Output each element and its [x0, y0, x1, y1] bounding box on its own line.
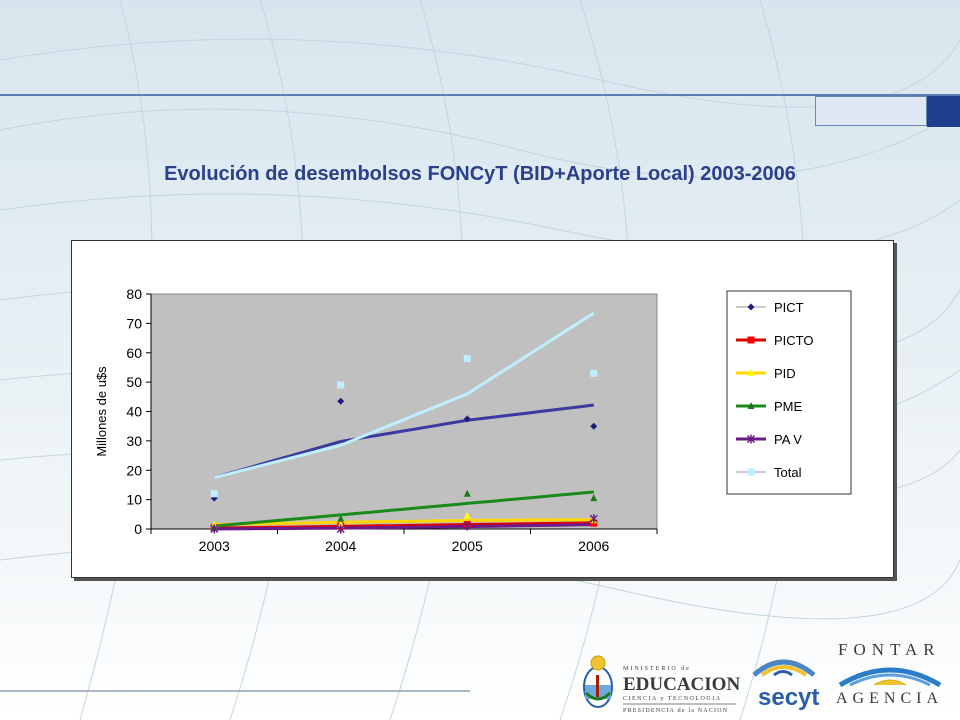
x-tick-label: 2003	[199, 538, 230, 554]
y-tick-label: 70	[126, 315, 142, 331]
header-rule	[0, 94, 960, 96]
x-tick-label: 2005	[452, 538, 483, 554]
secyt-text: secyt	[758, 684, 819, 711]
trendline-pict	[213, 403, 594, 480]
ministerio-top-text: MINISTERIO de	[623, 666, 691, 672]
legend-label-pict: PICT	[774, 300, 804, 315]
data-point-pa-v	[589, 514, 598, 524]
slide-title: Evolución de desembolsos FONCyT (BID+Apo…	[164, 163, 796, 185]
coat-of-arms-icon	[583, 655, 613, 708]
y-tick-label: 0	[134, 521, 142, 537]
data-point-pa-v	[336, 524, 345, 534]
data-point-pict	[590, 422, 598, 430]
legend-label-total: Total	[774, 465, 802, 480]
data-point-pid	[463, 511, 471, 519]
legend-marker-pa-v	[746, 434, 756, 444]
footer-logos: MINISTERIO de EDUCACION CIENCIA y TECNOL…	[583, 640, 943, 714]
fontar-text: FONTAR	[838, 640, 941, 659]
data-point-total	[210, 490, 218, 498]
data-point-pid	[337, 520, 345, 528]
y-tick-label: 80	[126, 286, 142, 302]
ministerio-bottom-text: PRESIDENCIA de la NACION	[623, 708, 728, 714]
legend-label-picto: PICTO	[774, 333, 814, 348]
legend-label-pa-v: PA V	[774, 432, 802, 447]
trendline-pme	[214, 490, 594, 528]
legend-marker-pid	[747, 369, 755, 376]
ministerio-main-text: EDUCACION	[623, 674, 740, 695]
trendline-pid	[214, 518, 594, 527]
y-tick-label: 30	[126, 433, 142, 449]
trendline-total	[213, 311, 595, 480]
data-point-total	[463, 355, 471, 363]
header-box	[815, 96, 927, 126]
legend-label-pid: PID	[774, 366, 796, 381]
x-tick-label: 2006	[578, 538, 609, 554]
data-point-pict	[337, 397, 345, 405]
y-tick-label: 60	[126, 345, 142, 361]
legend-marker-pme	[747, 402, 755, 409]
legend-box	[726, 290, 852, 495]
legend-marker-picto	[747, 336, 755, 344]
agencia-sun-icon	[838, 667, 942, 688]
y-tick-label: 50	[126, 374, 142, 390]
data-point-pa-v	[463, 521, 472, 531]
data-point-pme	[463, 489, 471, 497]
y-tick-label: 10	[126, 492, 142, 508]
footer-rule	[0, 690, 470, 692]
legend-label-pme: PME	[774, 399, 803, 414]
header-block	[927, 96, 960, 127]
data-point-pict	[463, 415, 471, 423]
data-point-pme	[590, 494, 598, 502]
y-axis-label: Millones de u$s	[94, 366, 109, 457]
data-point-total	[337, 381, 345, 389]
legend-marker-total	[747, 468, 755, 476]
legend-marker-pict	[747, 303, 755, 311]
secyt-sun-icon	[752, 659, 816, 677]
trendline-pa-v	[214, 523, 594, 531]
data-point-pme	[337, 514, 345, 522]
data-point-pa-v	[210, 524, 219, 534]
plot-area	[150, 293, 658, 530]
chart: 0 10 20 30 40 50 60 70 80 2003 2004 2005 2006 Millone…	[94, 286, 852, 554]
y-tick-label: 20	[126, 462, 142, 478]
y-tick-label: 40	[126, 404, 142, 420]
ministerio-sub-text: CIENCIA y TECNOLOGIA	[623, 696, 722, 702]
chart-frame: 0 10 20 30 40 50 60 70 80 2003 2004 2005 2006 Millone…	[71, 240, 894, 578]
data-point-total	[590, 369, 598, 377]
agencia-text: AGENCIA	[836, 690, 943, 707]
x-tick-label: 2004	[325, 538, 356, 554]
